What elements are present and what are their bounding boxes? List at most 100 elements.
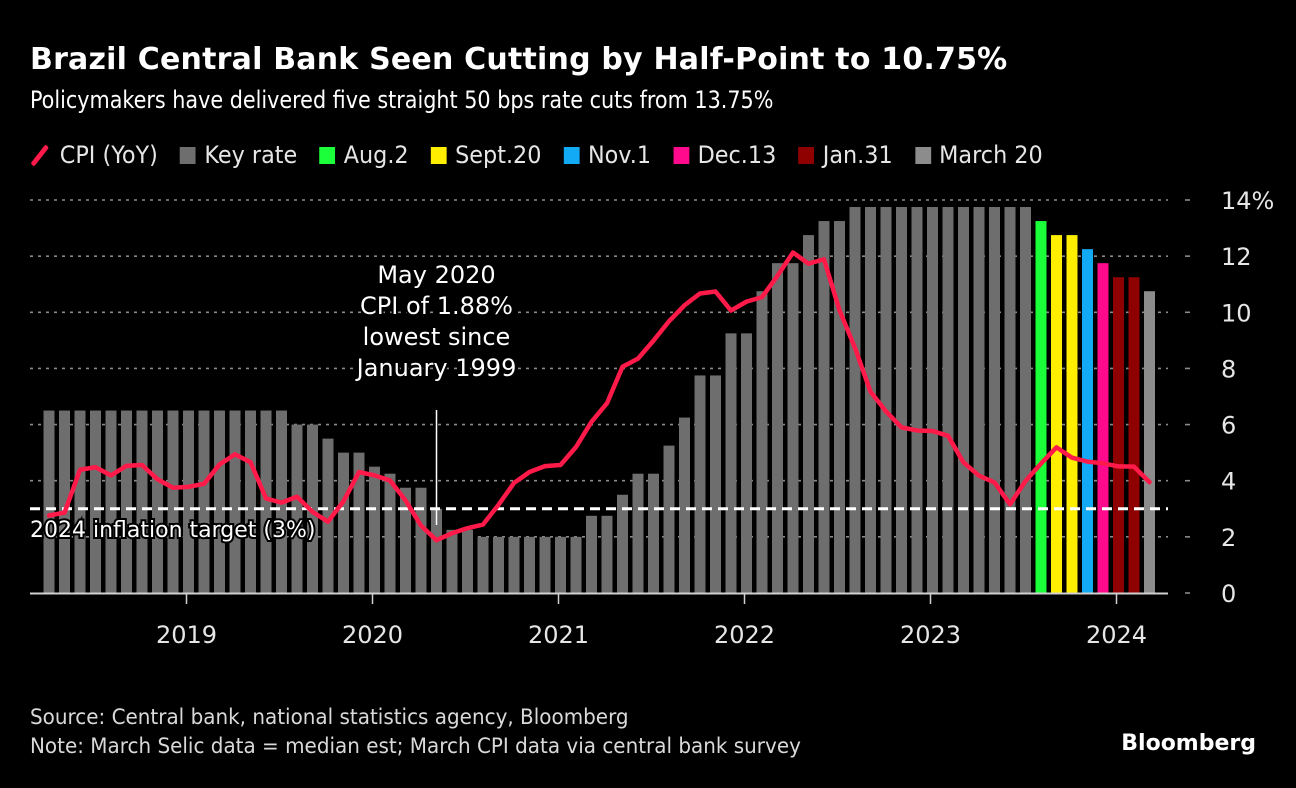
key-rate-bar — [818, 221, 830, 593]
key-rate-bar — [74, 410, 86, 593]
legend-label: Aug.2 — [343, 141, 409, 169]
gridlines — [30, 199, 1190, 594]
legend: CPI (YoY) Key rate Aug.2 Sept.20 Nov.1 D… — [30, 141, 1065, 169]
key-rate-bar — [260, 410, 272, 593]
legend-item-jan31: Jan.31 — [798, 141, 893, 169]
key-rate-bar — [803, 235, 814, 593]
key-rate-bar — [834, 221, 845, 593]
key-rate-bar — [617, 494, 628, 593]
key-rate-bar — [431, 508, 442, 593]
key-rate-bar — [973, 207, 985, 593]
legend-swatch-icon — [563, 146, 580, 164]
key-rate-bar — [245, 410, 256, 593]
legend-label: March 20 — [939, 141, 1043, 169]
key-rate-bar — [958, 207, 969, 593]
key-rate-bar — [400, 487, 411, 593]
key-rate-bar — [1097, 263, 1109, 593]
y-tick-label: 8 — [1221, 355, 1236, 383]
legend-swatch-icon — [430, 146, 447, 164]
key-rate-bar — [1066, 235, 1078, 593]
annotation-text: CPI of 1.88% — [360, 292, 513, 320]
bars — [43, 207, 1155, 593]
key-rate-bar — [1144, 291, 1155, 593]
key-rate-bar — [338, 452, 349, 593]
y-tick-label: 12 — [1221, 243, 1252, 271]
legend-item-sept20: Sept.20 — [430, 141, 542, 169]
key-rate-bar — [663, 445, 675, 593]
annotation-text: January 1999 — [355, 354, 517, 382]
legend-label: Sept.20 — [455, 141, 542, 169]
key-rate-bar — [1051, 235, 1062, 593]
legend-swatch-icon — [319, 146, 336, 164]
y-tick-label: 0 — [1221, 580, 1236, 608]
key-rate-bar — [756, 291, 768, 593]
y-tick-label: 14% — [1221, 187, 1274, 215]
key-rate-bar — [942, 207, 954, 593]
key-rate-bar — [121, 410, 132, 593]
legend-swatch-icon — [673, 146, 690, 164]
key-rate-bar — [152, 410, 163, 593]
key-rate-bar — [601, 515, 613, 593]
legend-label: Nov.1 — [587, 141, 652, 169]
key-rate-bar — [384, 473, 396, 593]
key-rate-bar — [741, 333, 752, 593]
key-rate-bar — [911, 207, 923, 593]
legend-label: Key rate — [204, 141, 298, 169]
key-rate-bar — [1035, 221, 1047, 593]
key-rate-bar — [632, 473, 644, 593]
axes: 0 2 4 6 8 10 12 14% 2019 2020 2021 2022 2023 2024 — [30, 187, 1274, 649]
key-rate-bar — [1004, 207, 1016, 593]
y-tick-label: 2 — [1221, 524, 1236, 552]
key-rate-bar — [136, 410, 148, 593]
key-rate-bar — [43, 410, 55, 593]
key-rate-bar — [198, 410, 210, 593]
legend-swatch-icon — [914, 146, 931, 164]
key-rate-bar — [105, 410, 117, 593]
key-rate-bar — [477, 536, 489, 593]
legend-item-aug2: Aug.2 — [319, 141, 409, 169]
annotation-text: lowest since — [363, 323, 511, 351]
legend-label: Jan.31 — [822, 141, 893, 169]
legend-item-cpi: CPI (YoY) — [30, 141, 158, 169]
key-rate-bar — [787, 263, 799, 593]
x-tick-label: 2019 — [156, 621, 217, 649]
key-rate-bar — [322, 438, 334, 593]
source-note: Source: Central bank, national statistic… — [30, 705, 629, 729]
key-rate-bar — [369, 466, 380, 593]
cpi-line — [46, 250, 1152, 543]
key-rate-bar — [989, 207, 1000, 593]
key-rate-bar — [415, 487, 427, 593]
key-rate-bar — [694, 375, 706, 593]
chart-subtitle: Policymakers have delivered five straigh… — [30, 86, 774, 114]
key-rate-bar — [570, 536, 582, 593]
y-tick-label: 6 — [1221, 412, 1236, 440]
key-rate-bar — [648, 473, 659, 593]
key-rate-bar — [555, 536, 566, 593]
key-rate-bar — [586, 515, 597, 593]
cpi-series-line — [46, 250, 1152, 543]
legend-item-dec13: Dec.13 — [673, 141, 776, 169]
chart-title: Brazil Central Bank Seen Cutting by Half… — [30, 42, 1008, 77]
annotation: May 2020 CPI of 1.88% lowest since January … — [353, 259, 518, 525]
reference-line: 2024 inflation target (3%) — [28, 507, 1168, 545]
key-rate-bar — [1128, 277, 1140, 593]
key-rate-bar — [1020, 207, 1031, 593]
key-rate-bar — [90, 410, 101, 593]
legend-label: Dec.13 — [697, 141, 777, 169]
key-rate-bar — [59, 410, 70, 593]
key-rate-bar — [927, 207, 938, 593]
key-rate-bar — [214, 410, 225, 593]
legend-item-key-rate: Key rate — [180, 141, 297, 169]
x-tick-label: 2020 — [342, 621, 403, 649]
legend-swatch-icon — [798, 146, 815, 164]
key-rate-bar — [1113, 277, 1124, 593]
key-rate-bar — [1082, 249, 1093, 593]
key-rate-bar — [772, 263, 783, 593]
key-rate-bar — [524, 536, 535, 593]
y-tick-label: 4 — [1221, 468, 1236, 496]
key-rate-bar — [849, 207, 861, 593]
y-tick-label: 10 — [1221, 299, 1252, 327]
key-rate-bar — [508, 536, 520, 593]
key-rate-bar — [896, 207, 907, 593]
key-rate-bar — [291, 424, 303, 593]
